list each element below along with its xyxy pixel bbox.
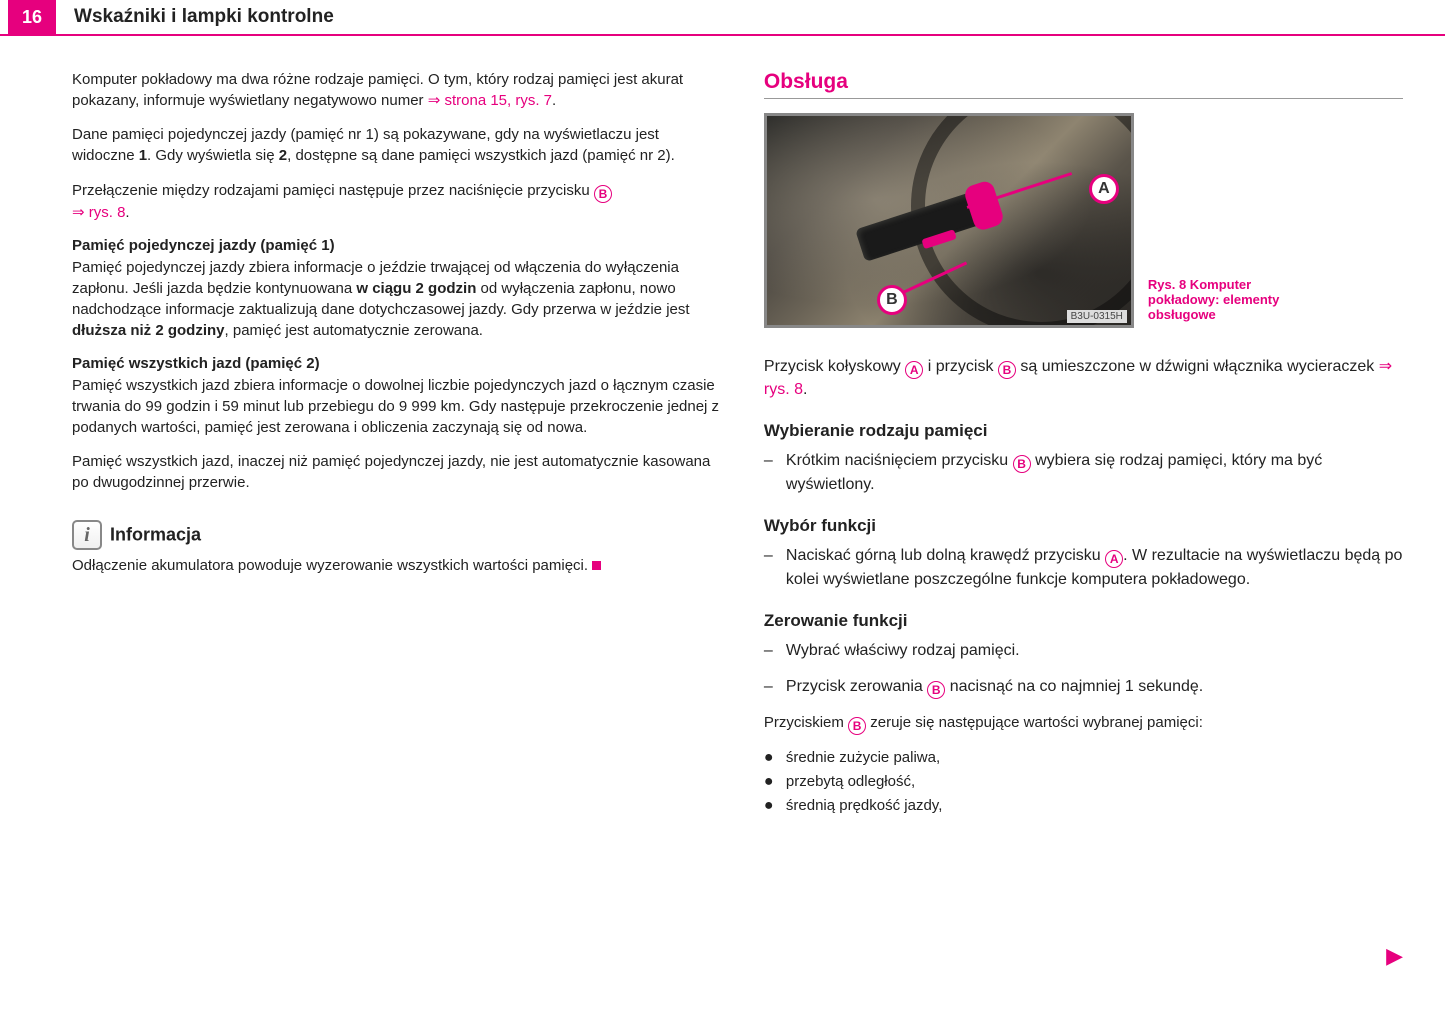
text: Odłączenie akumulatora powoduje wyzerowa… <box>72 557 588 574</box>
text: . Gdy wyświetla się <box>147 147 279 164</box>
text: . <box>803 381 807 398</box>
step-item: – Przycisk zerowania B nacisnąć na co na… <box>764 675 1403 699</box>
right-column: Obsługa A B B3U-0315H Rys. 8 Komputer po… <box>764 70 1403 821</box>
bullet-text: średnią prędkość jazdy, <box>786 797 942 815</box>
page-number: 16 <box>8 0 56 34</box>
paragraph: Komputer pokładowy ma dwa różne rodzaje … <box>72 70 724 111</box>
dash-icon: – <box>764 449 786 496</box>
text: Przyciskiem <box>764 714 848 731</box>
text: . <box>125 204 129 221</box>
paragraph: Dane pamięci pojedynczej jazdy (pamięć n… <box>72 125 724 166</box>
step-text: Naciskać górną lub dolną krawędź przycis… <box>786 544 1403 591</box>
button-marker-a: A <box>1105 550 1123 568</box>
figure-marker-a: A <box>1089 174 1119 204</box>
figure-8-image: A B B3U-0315H <box>764 113 1134 328</box>
text: zeruje się następujące wartości wybranej… <box>866 714 1203 731</box>
text: Przełączenie między rodzajami pamięci na… <box>72 182 594 199</box>
left-column: Komputer pokładowy ma dwa różne rodzaje … <box>72 70 724 821</box>
intro-paragraph: Przycisk kołyskowy A i przycisk B są umi… <box>764 356 1403 401</box>
text: , pamięć jest automatycznie zerowana. <box>225 322 483 339</box>
step-heading: Wybór funkcji <box>764 516 1403 536</box>
section-title: Obsługa <box>764 70 1403 99</box>
button-marker-b: B <box>1013 455 1031 473</box>
text: nacisnąć na co najmniej 1 sekundę. <box>945 678 1203 695</box>
text: Przycisk zerowania <box>786 678 927 695</box>
figure-code: B3U-0315H <box>1067 310 1127 323</box>
bullet-item: ● średnią prędkość jazdy, <box>764 797 1403 815</box>
step-item: – Naciskać górną lub dolną krawędź przyc… <box>764 544 1403 591</box>
text: , dostępne są dane pamięci wszystkich ja… <box>287 147 675 164</box>
paragraph: Pamięć wszystkich jazd, inaczej niż pami… <box>72 452 724 493</box>
paragraph: Pamięć wszystkich jazd zbiera informacje… <box>72 376 724 438</box>
step-heading: Zerowanie funkcji <box>764 611 1403 631</box>
bullet-icon: ● <box>764 797 786 815</box>
info-label: Informacja <box>110 524 201 544</box>
info-block: i Informacja Odłączenie akumulatora powod… <box>72 520 724 577</box>
info-icon: i <box>72 520 102 550</box>
button-marker-b: B <box>848 717 866 735</box>
step-heading: Wybieranie rodzaju pamięci <box>764 421 1403 441</box>
bullet-item: ● średnie zużycie paliwa, <box>764 749 1403 767</box>
step-text: Przycisk zerowania B nacisnąć na co najm… <box>786 675 1203 699</box>
bold-text: 1 <box>139 147 147 164</box>
step-item: – Wybrać właściwy rodzaj pamięci. <box>764 639 1403 662</box>
button-marker-a: A <box>905 361 923 379</box>
text: i przycisk <box>923 358 998 375</box>
step-text: Wybrać właściwy rodzaj pamięci. <box>786 639 1020 662</box>
header-title: Wskaźniki i lampki kontrolne <box>74 6 334 28</box>
bold-text: dłuższa niż 2 godziny <box>72 322 225 339</box>
text: Krótkim naciśnięciem przycisku <box>786 452 1013 469</box>
dash-icon: – <box>764 675 786 699</box>
bullet-item: ● przebytą odległość, <box>764 773 1403 791</box>
continue-arrow-icon: ▶ <box>1386 943 1403 969</box>
text: Przycisk kołyskowy <box>764 358 905 375</box>
dash-icon: – <box>764 639 786 662</box>
page-header: 16 Wskaźniki i lampki kontrolne <box>0 0 1445 36</box>
step-text: Krótkim naciśnięciem przycisku B wybiera… <box>786 449 1403 496</box>
figure-marker-b: B <box>877 285 907 315</box>
subheading: Pamięć wszystkich jazd (pamięć 2) <box>72 355 724 372</box>
button-marker-b: B <box>998 361 1016 379</box>
paragraph: Przyciskiem B zeruje się następujące war… <box>764 713 1403 735</box>
paragraph: Pamięć pojedynczej jazdy zbiera informac… <box>72 258 724 341</box>
subheading: Pamięć pojedynczej jazdy (pamięć 1) <box>72 237 724 254</box>
step-item: – Krótkim naciśnięciem przycisku B wybie… <box>764 449 1403 496</box>
end-marker-icon <box>592 561 601 570</box>
dash-icon: – <box>764 544 786 591</box>
figure-caption: Rys. 8 Komputer pokładowy: elementy obsł… <box>1148 277 1308 328</box>
content-columns: Komputer pokładowy ma dwa różne rodzaje … <box>0 36 1445 821</box>
text: Naciskać górną lub dolną krawędź przycis… <box>786 547 1105 564</box>
text: . <box>552 92 556 109</box>
figure-row: A B B3U-0315H Rys. 8 Komputer pokładowy:… <box>764 113 1403 328</box>
bullet-icon: ● <box>764 773 786 791</box>
info-text: Odłączenie akumulatora powoduje wyzerowa… <box>72 556 724 577</box>
bullet-icon: ● <box>764 749 786 767</box>
bullet-text: średnie zużycie paliwa, <box>786 749 940 767</box>
bold-text: w ciągu 2 godzin <box>356 280 476 297</box>
cross-ref-link[interactable]: ⇒ rys. 8 <box>72 204 125 221</box>
text: Komputer pokładowy ma dwa różne rodzaje … <box>72 71 683 109</box>
bold-text: 2 <box>279 147 287 164</box>
bullet-text: przebytą odległość, <box>786 773 915 791</box>
text: są umieszczone w dźwigni włącznika wycie… <box>1016 358 1379 375</box>
paragraph: Przełączenie między rodzajami pamięci na… <box>72 181 724 224</box>
button-marker-b: B <box>927 681 945 699</box>
cross-ref-link[interactable]: ⇒ strona 15, rys. 7 <box>428 92 552 109</box>
button-marker-b: B <box>594 185 612 203</box>
